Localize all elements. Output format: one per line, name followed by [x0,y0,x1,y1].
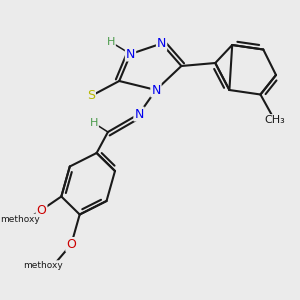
Text: O: O [37,203,46,217]
Text: S: S [87,89,95,103]
Text: H: H [90,118,98,128]
Text: N: N [134,107,144,121]
Text: N: N [157,37,166,50]
Text: methoxy: methoxy [1,214,40,224]
Text: CH₃: CH₃ [264,115,285,125]
Text: methoxy: methoxy [23,261,63,270]
Text: N: N [126,47,135,61]
Text: O: O [66,238,76,251]
Text: N: N [151,83,160,97]
Text: H: H [106,37,115,47]
